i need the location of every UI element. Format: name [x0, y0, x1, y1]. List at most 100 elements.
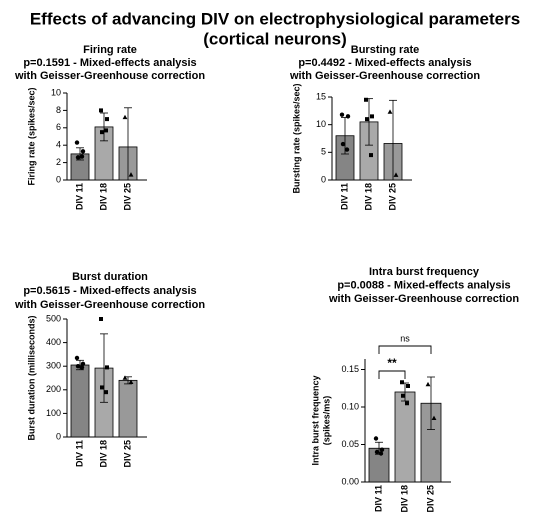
data-point — [79, 365, 85, 370]
y-tick-label: 400 — [46, 337, 61, 347]
y-tick-label: 300 — [46, 361, 61, 371]
y-tick-label: 200 — [46, 384, 61, 394]
data-point — [379, 447, 385, 452]
panel-title: Intra burst frequency — [369, 266, 480, 278]
data-point — [80, 361, 86, 367]
panel-subtitle: with Geisser-Greenhouse correction — [14, 70, 205, 82]
data-point — [74, 355, 80, 361]
data-point — [100, 385, 104, 390]
data-point — [364, 97, 368, 102]
data-point — [99, 108, 103, 113]
y-tick-label: 0 — [321, 174, 326, 184]
panel-subtitle: p=0.4492 - Mixed-effects analysis — [298, 57, 471, 69]
data-point — [99, 317, 103, 321]
data-point — [105, 117, 109, 122]
y-tick-label: 10 — [51, 87, 61, 97]
x-tick-label: DIV 25 — [387, 183, 397, 211]
data-point — [369, 153, 373, 158]
data-point — [401, 393, 405, 398]
data-point — [431, 415, 437, 421]
data-point — [345, 114, 351, 119]
panel-title: Bursting rate — [351, 44, 419, 56]
data-point — [75, 364, 81, 369]
x-tick-label: DIV 11 — [373, 485, 383, 512]
y-tick-label: 5 — [321, 147, 326, 157]
y-tick-label: 0.15 — [341, 364, 359, 374]
figure-title: Effects of advancing DIV on electrophysi… — [30, 9, 520, 28]
error-bar — [389, 99, 397, 180]
data-point — [105, 365, 109, 370]
data-point — [80, 149, 86, 154]
data-point — [373, 436, 379, 441]
y-axis-label: Firing rate (spikes/sec) — [26, 87, 36, 185]
data-point — [128, 379, 134, 385]
x-tick-label: DIV 18 — [98, 183, 108, 211]
x-tick-label: DIV 18 — [363, 183, 373, 211]
bar — [118, 379, 138, 438]
y-tick-label: 500 — [46, 313, 61, 323]
panel-subtitle: with Geisser-Greenhouse correction — [328, 293, 519, 305]
data-point — [405, 401, 409, 406]
data-point — [344, 147, 350, 152]
bar — [70, 364, 90, 438]
data-point — [104, 128, 108, 133]
x-tick-label: DIV 11 — [74, 440, 84, 467]
y-tick-label: 10 — [316, 119, 326, 129]
significance-bracket — [378, 345, 432, 354]
data-point — [122, 114, 128, 120]
data-point — [104, 390, 108, 395]
data-point — [387, 109, 393, 114]
panel-subtitle: p=0.5615 - Mixed-effects analysis — [23, 285, 196, 297]
y-tick-label: 8 — [56, 105, 61, 115]
y-tick-label: 0 — [56, 431, 61, 441]
bar — [394, 391, 416, 483]
y-axis-label: (spikes/ms) — [321, 396, 331, 446]
y-tick-label: 2 — [56, 157, 61, 167]
panel: Burst duration p=0.5615 - Mixed-effects a… — [14, 271, 205, 468]
data-point — [128, 172, 134, 177]
data-point — [340, 141, 346, 147]
data-point — [365, 117, 369, 122]
y-tick-label: 100 — [46, 408, 61, 418]
data-point — [406, 384, 410, 388]
panel-subtitle: with Geisser-Greenhouse correction — [14, 299, 205, 311]
data-point — [339, 112, 345, 117]
data-point — [425, 381, 431, 387]
error-bar — [427, 376, 435, 430]
data-point — [374, 449, 380, 455]
x-tick-label: DIV 25 — [122, 183, 132, 211]
y-axis-label: Burst duration (milliseconds) — [26, 315, 36, 440]
panel-subtitle: p=0.1591 - Mixed-effects analysis — [23, 57, 196, 69]
data-point — [400, 380, 404, 385]
data-point — [370, 114, 374, 119]
panel-title: Burst duration — [72, 271, 148, 283]
panel-title: Firing rate — [83, 44, 137, 56]
error-bar — [100, 112, 108, 142]
data-point — [100, 130, 104, 135]
x-tick-label: DIV 11 — [74, 183, 84, 210]
panel-subtitle: p=0.0088 - Mixed-effects analysis — [337, 279, 510, 291]
y-tick-label: 4 — [56, 140, 61, 150]
y-tick-label: 6 — [56, 122, 61, 132]
y-tick-label: 15 — [316, 91, 326, 101]
x-tick-label: DIV 18 — [98, 440, 108, 468]
y-tick-label: 0.05 — [341, 439, 359, 449]
figure-title: (cortical neurons) — [203, 29, 347, 48]
significance-label: ** — [387, 356, 397, 370]
data-point — [393, 172, 399, 177]
data-point — [74, 140, 80, 145]
significance-bracket — [378, 370, 406, 379]
x-tick-label: DIV 11 — [339, 183, 349, 210]
y-tick-label: 0 — [56, 174, 61, 184]
y-tick-label: 0.10 — [341, 401, 359, 411]
error-bar — [124, 107, 132, 180]
y-axis-label: Bursting rate (spikes/sec) — [291, 83, 301, 193]
y-axis-label: Intra burst frequency — [310, 375, 320, 465]
data-point — [378, 451, 384, 456]
x-tick-label: DIV 25 — [425, 485, 435, 513]
y-tick-label: 0.00 — [341, 476, 359, 486]
